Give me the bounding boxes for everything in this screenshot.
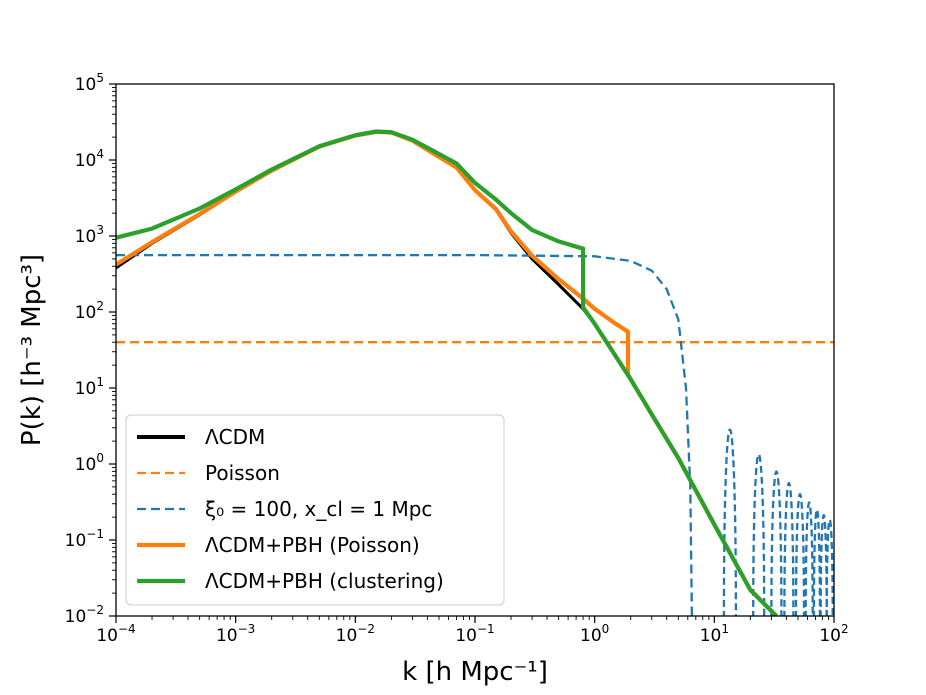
legend-frame xyxy=(125,414,505,606)
y-tick-label: 102 xyxy=(75,299,104,323)
series-2 xyxy=(116,253,834,616)
x-tick-label: 101 xyxy=(700,622,729,646)
legend-label-1: Poisson xyxy=(205,461,280,485)
x-tick-label: 10−4 xyxy=(96,622,135,646)
legend-label-4: ΛCDM+PBH (clustering) xyxy=(205,569,444,593)
y-tick-label: 103 xyxy=(75,223,104,247)
oscillation-lobe-3 xyxy=(783,481,795,616)
legend: ΛCDM Poisson ξ₀ = 100, x_cl = 1 Mpc ΛCDM+PB… xyxy=(125,414,505,606)
series-4 xyxy=(116,129,778,616)
y-axis-label: P(k) [h⁻³ Mpc³] xyxy=(17,254,47,446)
oscillation-lobe-5 xyxy=(804,501,814,616)
series-line-4 xyxy=(116,129,778,616)
oscillation-lobe-0 xyxy=(722,428,738,616)
oscillation-lobe-4 xyxy=(794,493,806,616)
x-axis-label: k [h Mpc⁻¹] xyxy=(402,657,548,687)
ticks-layer xyxy=(109,83,835,623)
series-layer xyxy=(116,129,834,616)
legend-label-3: ΛCDM+PBH (Poisson) xyxy=(205,533,420,557)
y-tick-label: 101 xyxy=(75,375,104,399)
x-tick-label: 10−3 xyxy=(216,622,255,646)
tick-labels: 10−4 10−3 10−2 10−1 100 101 102 10−2 10−1 100 101 1… xyxy=(65,71,849,646)
legend-label-2: ξ₀ = 100, x_cl = 1 Mpc xyxy=(205,497,432,521)
y-tick-label: 10−1 xyxy=(65,527,104,551)
series-line-2 xyxy=(116,253,694,616)
oscillation-lobe-6 xyxy=(812,508,822,616)
oscillation-lobe-8 xyxy=(825,518,834,616)
y-tick-label: 100 xyxy=(75,451,104,475)
x-tick-label: 10−1 xyxy=(455,622,494,646)
y-tick-label: 104 xyxy=(75,147,104,171)
y-tick-label: 10−2 xyxy=(65,603,104,627)
x-tick-label: 10−2 xyxy=(336,622,375,646)
y-tick-label: 105 xyxy=(75,71,104,95)
x-tick-label: 100 xyxy=(580,622,609,646)
oscillation-lobe-2 xyxy=(770,470,783,616)
legend-label-0: ΛCDM xyxy=(205,425,265,449)
x-tick-label: 102 xyxy=(819,622,848,646)
